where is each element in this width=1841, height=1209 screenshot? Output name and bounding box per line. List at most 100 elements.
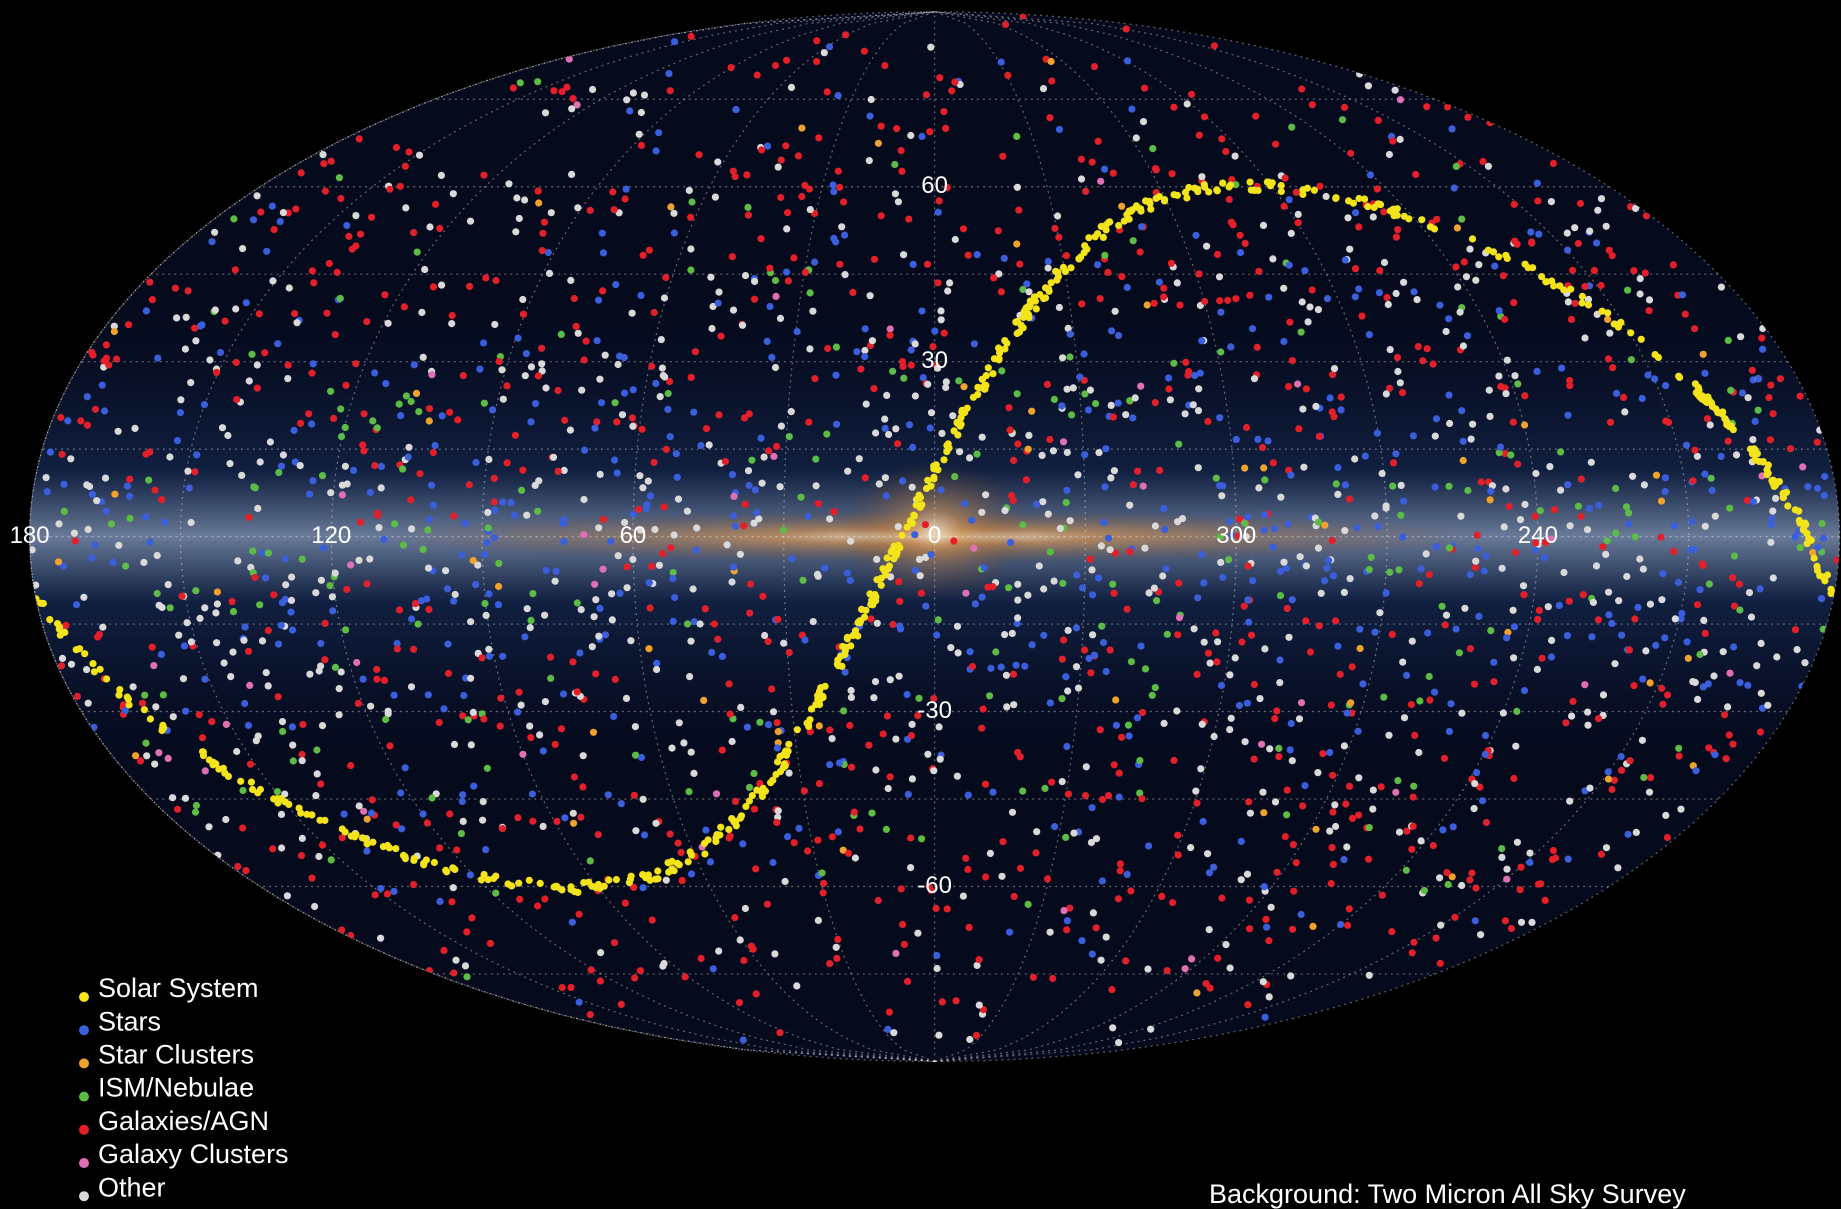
source-dot (975, 956, 983, 964)
source-dot (512, 228, 520, 236)
source-dot (705, 441, 713, 449)
source-dot (1088, 804, 1096, 812)
solar-system-dot (716, 831, 724, 839)
solar-system-dot (1529, 264, 1537, 272)
source-dot (371, 462, 379, 470)
source-dot (877, 122, 885, 130)
source-dot (1195, 385, 1203, 393)
solar-system-dot (1054, 268, 1062, 276)
source-dot (1325, 557, 1333, 565)
source-dot (1271, 525, 1279, 533)
source-dot (670, 531, 678, 539)
source-dot (1015, 206, 1023, 214)
solar-system-dot (759, 784, 767, 793)
source-dot (373, 509, 382, 517)
source-dot (218, 424, 227, 432)
source-dot (1231, 152, 1239, 160)
source-dot (1107, 474, 1115, 482)
source-dot (800, 787, 809, 795)
solar-system-dot (851, 627, 860, 635)
source-dot (847, 537, 855, 545)
source-dot (696, 620, 704, 628)
source-dot (1459, 437, 1467, 445)
source-dot (261, 574, 270, 582)
source-dot (331, 663, 339, 672)
solar-system-dot (1041, 294, 1050, 302)
source-dot (586, 206, 594, 214)
source-dot (884, 784, 892, 793)
solar-system-dot (199, 752, 208, 760)
source-dot (436, 897, 444, 906)
source-dot (1365, 824, 1373, 832)
source-dot (1227, 343, 1235, 351)
source-dot (1455, 649, 1463, 657)
longitude-label: 180 (10, 522, 50, 549)
source-dot (245, 647, 253, 655)
source-dot (482, 274, 490, 282)
source-dot (289, 741, 297, 749)
source-dot (1312, 402, 1320, 410)
source-dot (201, 767, 209, 775)
source-dot (380, 535, 388, 543)
source-dot (937, 316, 945, 324)
source-dot (1038, 451, 1046, 459)
source-dot (798, 124, 806, 132)
source-dot (431, 441, 439, 450)
source-dot (757, 235, 765, 243)
source-dot (998, 872, 1006, 880)
solar-system-dot (1729, 426, 1737, 434)
source-dot (718, 746, 726, 754)
source-dot (1110, 589, 1118, 597)
solar-system-dot (1400, 212, 1408, 220)
source-dot (468, 914, 476, 922)
source-dot (228, 598, 236, 606)
source-dot (1533, 367, 1541, 375)
source-dot (1098, 795, 1107, 804)
source-dot (601, 631, 610, 639)
source-dot (458, 797, 466, 806)
source-dot (143, 752, 151, 760)
source-dot (1329, 808, 1337, 816)
source-dot (1259, 978, 1267, 986)
source-dot (1495, 449, 1503, 457)
source-dot (1706, 421, 1714, 429)
source-dot (577, 813, 585, 821)
solar-system-dot (81, 650, 89, 658)
source-dot (366, 555, 374, 563)
source-dot (1640, 773, 1648, 782)
source-dot (516, 79, 524, 87)
source-dot (213, 639, 221, 647)
source-dot (735, 999, 744, 1007)
source-dot (595, 524, 603, 532)
source-dot (1188, 955, 1196, 963)
source-dot (1337, 393, 1345, 401)
source-dot (621, 389, 629, 397)
source-dot (651, 525, 659, 534)
source-dot (485, 455, 493, 463)
source-dot (1109, 1024, 1117, 1032)
source-dot (1438, 602, 1446, 610)
source-dot (797, 493, 805, 501)
source-dot (282, 581, 290, 589)
source-dot (183, 619, 191, 627)
source-dot (1772, 494, 1780, 502)
source-dot (629, 555, 637, 564)
source-dot (1139, 118, 1148, 126)
solar-system-dot (912, 501, 920, 509)
source-dot (192, 587, 200, 595)
source-dot (246, 760, 255, 768)
source-dot (927, 551, 935, 559)
source-dot (1111, 549, 1119, 557)
source-dot (1222, 941, 1230, 949)
source-dot (999, 152, 1007, 160)
source-dot (222, 720, 230, 729)
source-dot (241, 699, 249, 708)
source-dot (1343, 843, 1351, 851)
solar-system-dot (816, 687, 824, 695)
source-dot (1431, 483, 1439, 491)
source-dot (1657, 533, 1665, 541)
source-dot (335, 174, 343, 182)
source-dot (1241, 519, 1249, 528)
source-dot (111, 490, 119, 498)
source-dot (653, 665, 661, 674)
